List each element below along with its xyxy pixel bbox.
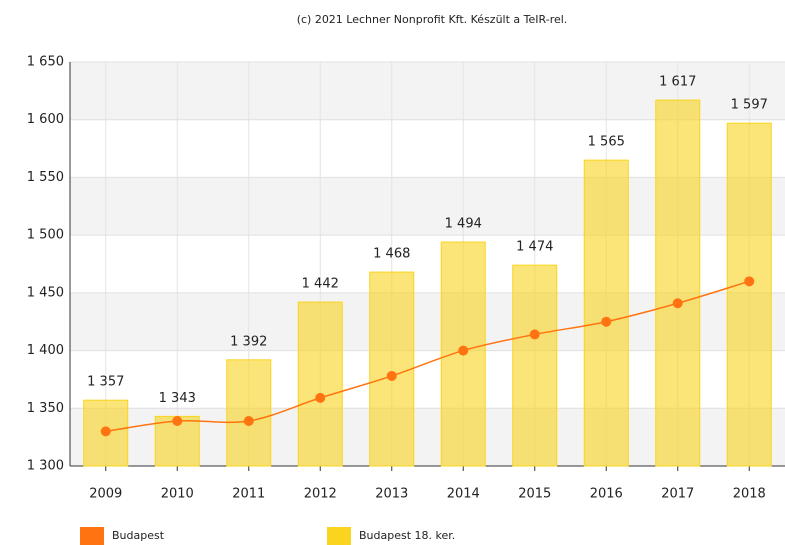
value-label: 1 392: [230, 334, 267, 349]
bar: [512, 264, 558, 467]
y-tick-label: 1 650: [27, 55, 64, 70]
x-tick-label: 2010: [161, 487, 194, 502]
x-tick-label: 2018: [733, 487, 766, 502]
value-label: 1 357: [87, 375, 124, 390]
chart-title: (c) 2021 Lechner Nonprofit Kft. Készült …: [297, 13, 568, 26]
value-label: 1 617: [659, 75, 696, 90]
value-label: 1 442: [302, 277, 339, 292]
line-marker: [386, 370, 397, 381]
x-tick-label: 2014: [447, 487, 480, 502]
x-tick-label: 2011: [232, 487, 265, 502]
x-tick-label: 2009: [89, 487, 122, 502]
value-label: 1 597: [731, 98, 768, 113]
bar: [726, 122, 772, 467]
x-tick-label: 2015: [518, 487, 551, 502]
y-tick-label: 1 600: [27, 112, 64, 127]
bar: [297, 301, 343, 467]
line-marker: [601, 316, 612, 327]
line-marker: [243, 415, 254, 426]
legend-swatch: [80, 527, 104, 545]
x-tick-label: 2017: [661, 487, 694, 502]
x-tick-label: 2012: [304, 487, 337, 502]
line-marker: [458, 345, 469, 356]
value-label: 1 468: [373, 247, 410, 262]
y-tick-label: 1 350: [27, 401, 64, 416]
line-marker: [672, 298, 683, 309]
y-tick-label: 1 400: [27, 343, 64, 358]
y-tick-label: 1 300: [27, 459, 64, 474]
value-label: 1 343: [159, 391, 196, 406]
line: [105, 280, 750, 433]
value-label: 1 474: [516, 240, 553, 255]
legend-swatch: [327, 527, 351, 545]
bar: [583, 159, 629, 467]
y-tick-label: 1 550: [27, 170, 64, 185]
value-label: 1 494: [445, 217, 482, 232]
bar: [369, 271, 415, 467]
legend-label: Budapest: [112, 529, 165, 542]
x-tick-label: 2016: [590, 487, 623, 502]
value-label: 1 565: [588, 135, 625, 150]
x-tick-label: 2013: [375, 487, 408, 502]
y-tick-label: 1 500: [27, 228, 64, 243]
line-marker: [100, 426, 111, 437]
line-marker: [172, 415, 183, 426]
line-marker: [315, 392, 326, 403]
y-tick-label: 1 450: [27, 285, 64, 300]
bar: [655, 99, 701, 467]
line-marker: [744, 276, 755, 287]
line-marker: [529, 329, 540, 340]
legend-label: Budapest 18. ker.: [359, 529, 455, 542]
bar: [226, 359, 272, 467]
